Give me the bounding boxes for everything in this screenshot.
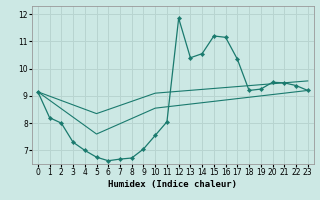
X-axis label: Humidex (Indice chaleur): Humidex (Indice chaleur) xyxy=(108,180,237,189)
